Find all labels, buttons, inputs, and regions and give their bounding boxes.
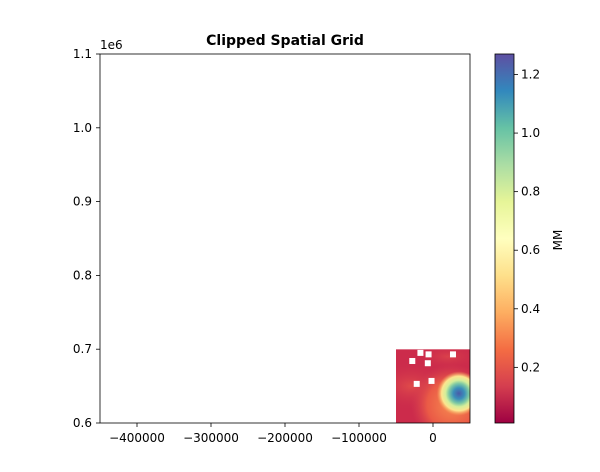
nodata-cell — [449, 351, 456, 358]
x-tick-label: −200000 — [257, 431, 313, 445]
nodata-cell — [425, 351, 432, 358]
nodata-cell — [424, 360, 431, 367]
x-tick-label: −300000 — [183, 431, 239, 445]
x-axis: −400000 −300000 −200000 −100000 0 — [109, 423, 437, 445]
x-tick-label: −400000 — [109, 431, 165, 445]
colorbar-tick-label: 0.8 — [521, 185, 540, 199]
x-tick-label: 0 — [429, 431, 437, 445]
colorbar — [494, 53, 515, 424]
y-tick-label: 0.8 — [73, 268, 92, 282]
heatmap-hotspot — [436, 371, 470, 416]
colorbar-tick-label: 1.0 — [521, 126, 540, 140]
colorbar-axis: 0.2 0.4 0.6 0.8 1.0 1.2 — [514, 68, 540, 374]
nodata-cell — [428, 377, 435, 384]
nodata-cell — [409, 358, 416, 365]
y-offset-label: 1e6 — [100, 38, 123, 52]
y-tick-label: 0.6 — [73, 416, 92, 430]
colorbar-label: MM — [551, 230, 565, 251]
colorbar-tick-label: 1.2 — [521, 68, 540, 82]
nodata-cell — [413, 380, 420, 387]
x-tick-label: −100000 — [331, 431, 387, 445]
colorbar-tick-label: 0.4 — [521, 302, 540, 316]
y-tick-label: 0.9 — [73, 195, 92, 209]
y-axis: 0.6 0.7 0.8 0.9 1.0 1.1 — [73, 47, 100, 430]
y-tick-label: 0.7 — [73, 342, 92, 356]
y-tick-label: 1.0 — [73, 121, 92, 135]
colorbar-tick-label: 0.2 — [521, 360, 540, 374]
nodata-cell — [417, 349, 424, 356]
chart-title: Clipped Spatial Grid — [206, 33, 364, 49]
heatmap-raster — [396, 349, 470, 424]
y-tick-label: 1.1 — [73, 47, 92, 61]
colorbar-tick-label: 0.6 — [521, 243, 540, 257]
